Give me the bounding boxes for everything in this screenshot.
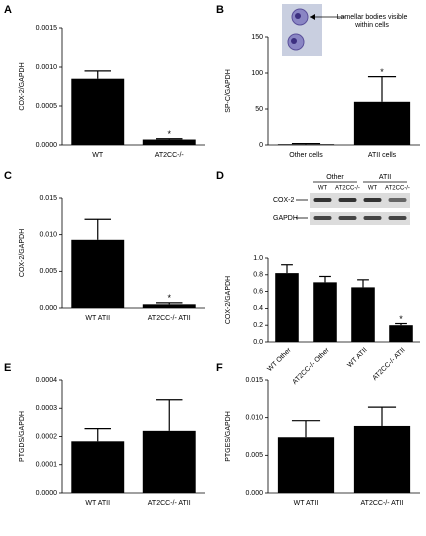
cell-nucleus	[295, 13, 301, 19]
bar	[353, 425, 411, 493]
x-tick-label: WT ATII	[85, 500, 110, 507]
y-tick-label: 1.0	[253, 255, 263, 262]
blot-group: Other	[326, 174, 344, 181]
bar	[142, 430, 196, 493]
y-tick-label: 0.0004	[36, 377, 58, 384]
x-tick-label: AT2CC-/- ATII	[371, 347, 406, 382]
x-tick-label: WT ATII	[346, 347, 368, 369]
y-tick-label: 0.8	[253, 272, 263, 279]
significance-mark: *	[380, 67, 384, 77]
y-tick-label: 0.0005	[36, 103, 58, 110]
annotation: Lamellar bodies visible	[337, 14, 408, 21]
annotation: within cells	[354, 22, 389, 29]
bar	[275, 273, 299, 342]
x-tick-label: AT2CC-/- Other	[291, 346, 331, 386]
y-tick-label: 0.2	[253, 322, 263, 329]
x-tick-label: WT	[92, 152, 104, 159]
blot-band	[363, 198, 382, 202]
y-tick-label: 0	[259, 142, 263, 149]
x-tick-label: AT2CC-/-	[155, 152, 185, 159]
y-axis-label: PTGES/GAPDH	[225, 411, 232, 462]
blot-row: COX-2	[273, 197, 295, 204]
panel-letter: B	[216, 4, 224, 16]
blot-band	[313, 216, 332, 220]
blot-lane: AT2CC-/-	[385, 186, 410, 192]
y-tick-label: 0.0	[253, 339, 263, 346]
bar	[71, 441, 125, 493]
bar	[142, 139, 196, 145]
y-tick-label: 0.0010	[36, 64, 58, 71]
y-tick-label: 150	[251, 34, 263, 41]
y-tick-label: 100	[251, 70, 263, 77]
y-tick-label: 0.005	[245, 452, 263, 459]
y-tick-label: 0.0003	[36, 405, 58, 412]
x-tick-label: WT ATII	[294, 500, 319, 507]
x-tick-label: WT Other	[266, 346, 293, 373]
blot-band	[363, 216, 382, 220]
bar	[71, 239, 125, 308]
panel-letter: A	[4, 4, 12, 16]
significance-mark: *	[167, 293, 171, 303]
panel-letter: E	[4, 362, 11, 374]
x-tick-label: WT ATII	[85, 315, 110, 322]
blot-band	[338, 198, 357, 202]
y-tick-label: 0.015	[39, 195, 57, 202]
blot-band	[313, 198, 332, 202]
western-blot	[310, 193, 410, 225]
y-tick-label: 0.0001	[36, 462, 58, 469]
y-tick-label: 0.0015	[36, 25, 58, 32]
bar	[313, 282, 337, 342]
blot-group: ATII	[379, 174, 391, 181]
x-tick-label: Other cells	[289, 152, 323, 159]
bar	[351, 287, 375, 342]
y-axis-label: COX-2/GAPDH	[225, 276, 232, 324]
y-tick-label: 0.000	[245, 490, 263, 497]
y-tick-label: 0.000	[39, 305, 57, 312]
blot-row: GAPDH	[273, 215, 298, 222]
cell-image	[282, 4, 345, 56]
blot-lane: WT	[318, 186, 328, 192]
y-tick-label: 0.6	[253, 288, 263, 295]
x-tick-label: AT2CC-/- ATII	[361, 500, 404, 507]
x-tick-label: AT2CC-/- ATII	[148, 500, 191, 507]
y-axis-label: PTGDS/GAPDH	[19, 411, 26, 462]
y-tick-label: 0.0000	[36, 142, 58, 149]
blot-strip	[310, 193, 410, 208]
y-tick-label: 0.015	[245, 377, 263, 384]
panel-letter: F	[216, 362, 223, 374]
blot-lane: WT	[368, 186, 378, 192]
blot-band	[338, 216, 357, 220]
bar	[353, 101, 411, 145]
bar	[277, 144, 335, 145]
blot-band	[388, 216, 407, 220]
y-tick-label: 0.005	[39, 268, 57, 275]
significance-mark: *	[399, 314, 403, 324]
bar	[142, 304, 196, 308]
y-tick-label: 0.0000	[36, 490, 58, 497]
y-tick-label: 0.010	[245, 415, 263, 422]
y-tick-label: 0.4	[253, 305, 263, 312]
bar	[389, 325, 413, 342]
x-tick-label: ATII cells	[368, 152, 397, 159]
blot-lane: AT2CC-/-	[335, 186, 360, 192]
y-tick-label: 0.0002	[36, 433, 58, 440]
y-tick-label: 50	[255, 106, 263, 113]
bar	[277, 437, 335, 493]
y-axis-label: COX-2/GAPDH	[19, 62, 26, 110]
significance-mark: *	[167, 129, 171, 139]
y-axis-label: COX-2/GAPDH	[19, 229, 26, 277]
arrow-head	[310, 14, 315, 20]
x-tick-label: AT2CC-/- ATII	[148, 315, 191, 322]
blot-strip	[310, 212, 410, 225]
panel-letter: C	[4, 170, 12, 182]
blot-band	[388, 198, 407, 202]
y-tick-label: 0.010	[39, 232, 57, 239]
panel-letter: D	[216, 170, 224, 182]
cell-nucleus	[291, 38, 297, 44]
y-axis-label: SP-C/GAPDH	[225, 69, 232, 113]
bar	[71, 78, 125, 145]
